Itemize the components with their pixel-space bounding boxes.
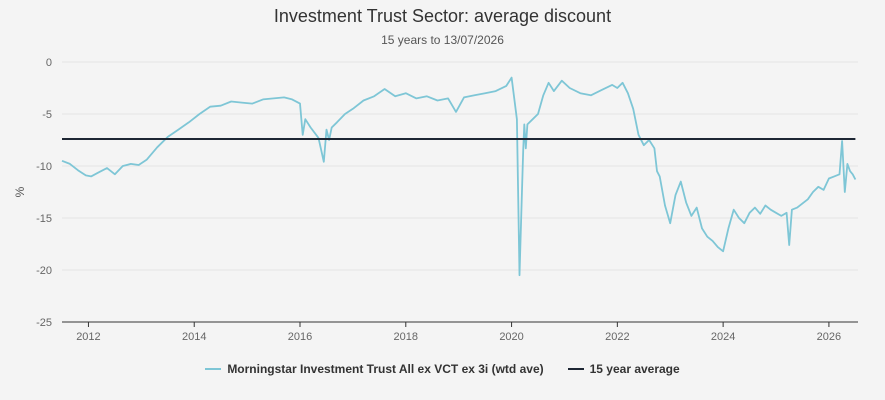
discount-series-line bbox=[61, 76, 857, 277]
x-tick-label: 2026 bbox=[817, 331, 841, 343]
legend-item-series-1[interactable]: 15 year average bbox=[567, 362, 680, 376]
legend-item-series-0[interactable]: Morningstar Investment Trust All ex VCT … bbox=[205, 362, 544, 376]
grid-lines bbox=[62, 61, 858, 323]
y-axis-label: % bbox=[13, 186, 27, 197]
x-tick-label: 2020 bbox=[499, 331, 523, 343]
x-tick-label: 2024 bbox=[711, 331, 735, 343]
y-tick-label: -5 bbox=[42, 109, 52, 121]
x-tick-label: 2012 bbox=[76, 331, 100, 343]
legend-label-series-1: 15 year average bbox=[589, 362, 680, 376]
x-tick-label: 2018 bbox=[394, 331, 418, 343]
x-tick-label: 2014 bbox=[182, 331, 206, 343]
y-tick-label: -15 bbox=[36, 213, 52, 225]
y-tick-label: -10 bbox=[36, 161, 52, 173]
series-lines bbox=[61, 76, 857, 277]
y-tick-label: 0 bbox=[46, 57, 52, 69]
legend-swatch-series-0 bbox=[205, 368, 222, 370]
x-tick-label: 2022 bbox=[605, 331, 629, 343]
y-tick-label: -25 bbox=[36, 317, 52, 329]
legend-swatch-series-1 bbox=[567, 368, 584, 370]
chart-subtitle: 15 years to 13/07/2026 bbox=[381, 33, 504, 47]
legend-label-series-0: Morningstar Investment Trust All ex VCT … bbox=[227, 362, 544, 376]
x-tick-label: 2016 bbox=[288, 331, 312, 343]
axes: 0 -5 -10 -15 -20 -25 2012 2014 2016 2018 2020 2022 2… bbox=[13, 57, 858, 343]
y-tick-label: -20 bbox=[36, 265, 52, 277]
legend: Morningstar Investment Trust All ex VCT … bbox=[0, 362, 885, 376]
chart-title: Investment Trust Sector: average discoun… bbox=[273, 6, 612, 26]
